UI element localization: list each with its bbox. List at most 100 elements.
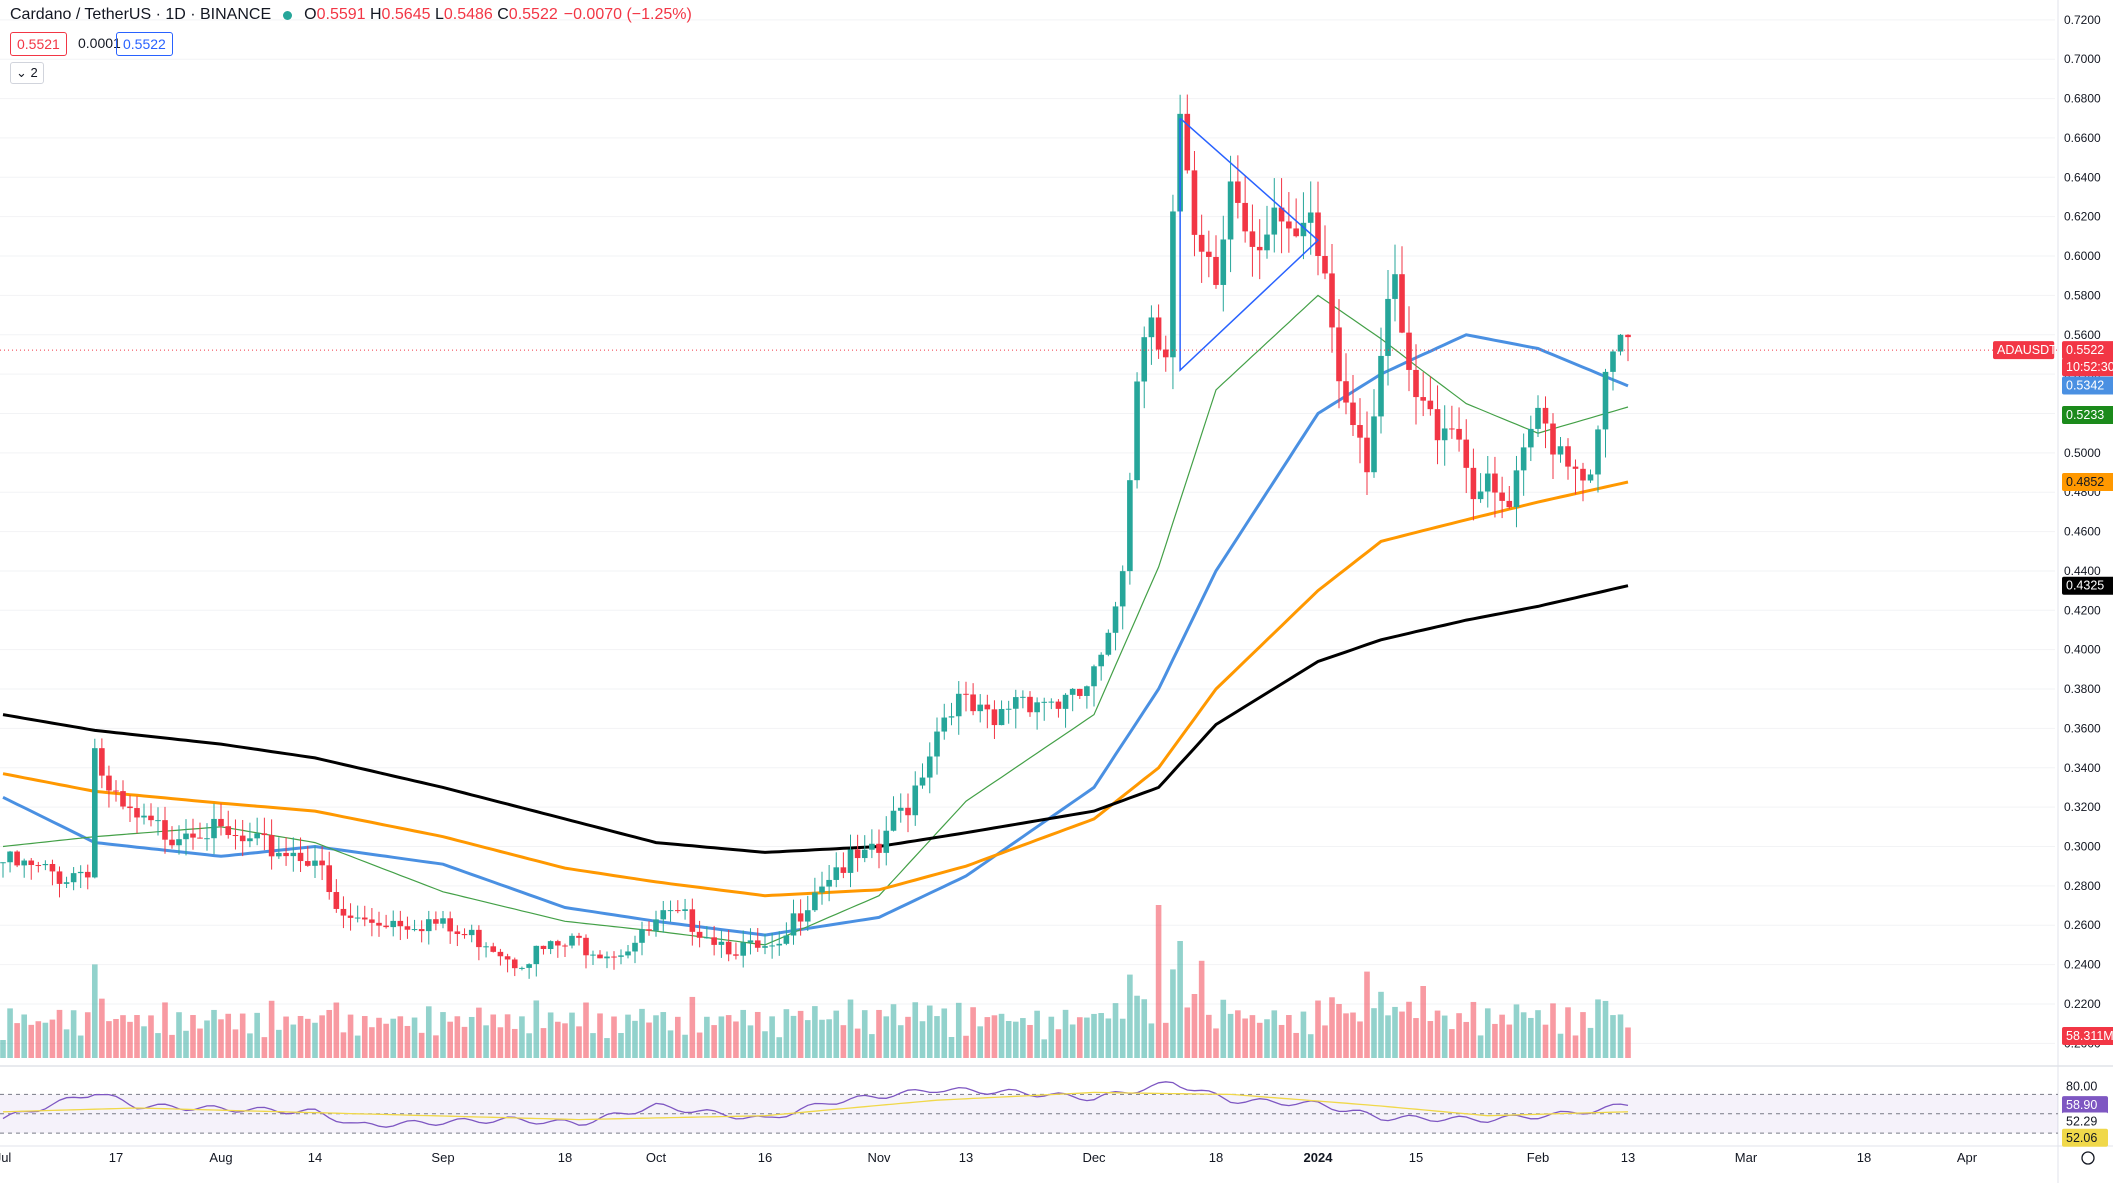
- candle-body: [639, 929, 645, 943]
- candle-body: [1134, 381, 1140, 481]
- ohlc-values: O0.5591 H0.5645 L0.5486 C0.5522: [304, 6, 558, 23]
- volume-bar: [905, 1016, 911, 1058]
- x-tick-label: Oct: [646, 1150, 667, 1165]
- candle-body: [1565, 446, 1571, 467]
- volume-bar: [897, 1025, 904, 1058]
- volume-bar: [998, 1013, 1005, 1058]
- candle-body: [1264, 234, 1270, 251]
- candle-body: [1371, 416, 1377, 473]
- volume-bar: [1357, 1021, 1363, 1058]
- volume-bar: [433, 1035, 439, 1058]
- volume-bar: [776, 1037, 783, 1058]
- candle-body: [847, 849, 854, 873]
- volume-bar: [769, 1016, 775, 1058]
- volume-bar: [283, 1016, 289, 1058]
- candle-body: [1048, 701, 1055, 703]
- countdown-label: [2062, 358, 2113, 377]
- volume-bar: [1012, 1021, 1019, 1058]
- volume-bar: [977, 1026, 984, 1058]
- volume-bar: [120, 1015, 126, 1058]
- volume-bar: [1463, 1021, 1470, 1058]
- volume-bar: [740, 1009, 746, 1058]
- volume-bar: [1520, 1012, 1527, 1058]
- candle-body: [297, 852, 304, 862]
- candle-body: [675, 910, 681, 912]
- buy-price-button[interactable]: 0.5522: [116, 32, 173, 56]
- volume-bar: [14, 1023, 20, 1058]
- volume-bar: [239, 1013, 246, 1058]
- candle-body: [276, 852, 282, 857]
- candle-body: [127, 806, 133, 809]
- volume-bar: [1055, 1029, 1062, 1058]
- rsi-band: [0, 1094, 2058, 1134]
- volume-bar: [1420, 986, 1426, 1058]
- x-tick-label: Mar: [1735, 1150, 1758, 1165]
- volume-bar: [497, 1027, 504, 1058]
- candle-body: [56, 871, 63, 884]
- volume-bar: [696, 1032, 703, 1058]
- volume-bar: [247, 1033, 253, 1058]
- candle-body: [162, 820, 168, 840]
- candle-body: [963, 693, 969, 695]
- y-tick-label: 0.6200: [2064, 210, 2101, 224]
- candle-body: [176, 839, 182, 846]
- volume-bar: [1572, 1035, 1579, 1058]
- sell-price-button[interactable]: 0.5521: [10, 32, 67, 56]
- last-price-label: [2062, 341, 2113, 360]
- volume-bar: [718, 1016, 725, 1058]
- volume-bar: [1112, 1003, 1119, 1058]
- candle-body: [1062, 694, 1069, 709]
- volume-bar: [1084, 1017, 1090, 1058]
- indicators-toggle[interactable]: ⌄ 2: [10, 62, 44, 84]
- volume-bar: [361, 1016, 368, 1058]
- volume-bar: [190, 1015, 196, 1058]
- volume-bar: [1565, 1007, 1571, 1058]
- candle-body: [934, 731, 940, 757]
- candle-body: [1492, 473, 1498, 493]
- volume-bar: [970, 1007, 976, 1058]
- y-tick-label: 0.2600: [2064, 918, 2101, 932]
- volume-bar: [941, 1008, 948, 1058]
- volume-bar: [984, 1017, 991, 1058]
- volume-bar: [418, 1032, 425, 1058]
- volume-bar: [197, 1028, 203, 1058]
- candle-body: [169, 839, 175, 846]
- volume-bar: [926, 1005, 933, 1058]
- candle-body: [7, 851, 13, 863]
- candle-body: [776, 943, 783, 946]
- candle-body: [148, 815, 154, 821]
- rsi-ma-line: [2, 1091, 1629, 1121]
- volume-bar: [504, 1014, 511, 1058]
- candle-body: [476, 929, 482, 948]
- symbol-title[interactable]: Cardano / TetherUS · 1D · BINANCE: [10, 6, 272, 23]
- candle-body: [1420, 397, 1426, 401]
- candle-body: [211, 818, 217, 839]
- volume-bar: [1392, 1006, 1398, 1058]
- volume-bar: [204, 1020, 210, 1058]
- volume-bar: [1027, 1024, 1033, 1058]
- volume-bar: [840, 1025, 847, 1058]
- volume-bar: [376, 1017, 382, 1058]
- candle-body: [113, 790, 119, 792]
- volume-bar: [1413, 1018, 1419, 1058]
- candle-body: [1256, 246, 1263, 251]
- volume-bar: [404, 1025, 411, 1058]
- candle-body: [326, 865, 333, 893]
- volume-bar: [569, 1012, 575, 1058]
- volume-bar: [326, 1009, 333, 1058]
- candle-body: [1550, 423, 1556, 455]
- candle-body: [840, 867, 847, 873]
- candle-body: [1364, 437, 1370, 473]
- candle-body: [682, 909, 688, 911]
- ma-green-label: [2062, 405, 2113, 424]
- candle-body: [1520, 447, 1527, 471]
- volume-bar: [183, 1030, 189, 1058]
- candle-body: [1191, 170, 1198, 235]
- last-price-label-text: 0.5522: [2066, 343, 2104, 357]
- candle-body: [1449, 428, 1455, 430]
- candle-body: [1213, 256, 1219, 285]
- volume-bar: [1456, 1013, 1462, 1058]
- candle-body: [1427, 400, 1434, 410]
- candle-body: [1227, 181, 1234, 240]
